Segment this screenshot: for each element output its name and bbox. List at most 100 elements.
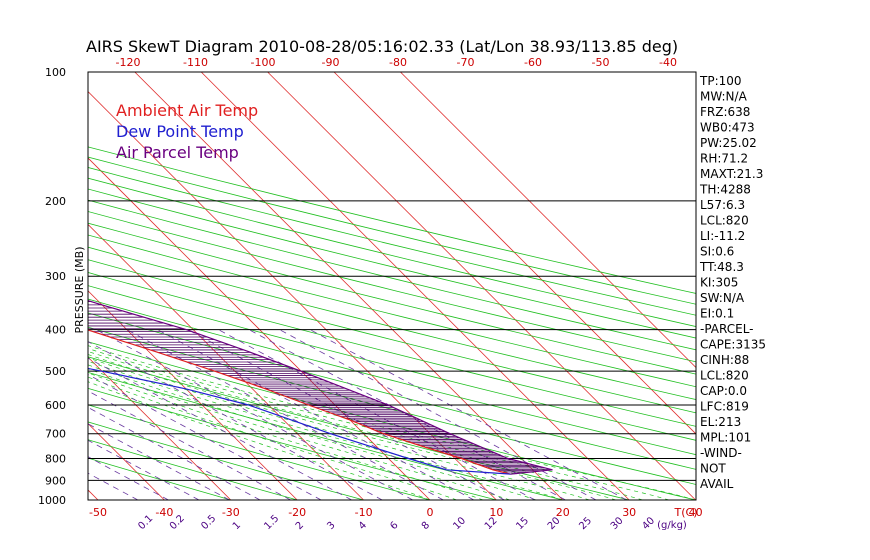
pressure-tick-label: 600	[45, 399, 66, 412]
index-value: WB0:473	[700, 121, 755, 135]
mixing-ratio-label: 6	[388, 520, 400, 532]
dry-adiabat-line	[88, 156, 696, 305]
index-value: PW:25.02	[700, 136, 757, 150]
bottom-temp-tick-label: -40	[155, 506, 173, 519]
index-value: LCL:820	[700, 214, 749, 228]
plot-frame	[87, 71, 697, 501]
dry-adiabat-line	[88, 326, 696, 485]
mixing-ratio-line	[88, 357, 352, 500]
mixing-ratio-label: 0.5	[199, 513, 218, 532]
mixing-ratio-label: 1.5	[262, 513, 281, 532]
index-value: LI:-11.2	[700, 229, 745, 243]
dry-adiabat-line	[88, 457, 231, 500]
dry-adiabat-line	[88, 234, 696, 388]
moist-adiabat-line	[88, 364, 537, 500]
isotherm-line	[88, 157, 431, 500]
index-value: FRZ:638	[700, 105, 750, 119]
top-temp-tick-label: -110	[183, 56, 208, 69]
mixing-ratio-label: 40	[640, 515, 657, 532]
dry-adiabat-line	[88, 387, 497, 500]
isotherm-line	[200, 72, 630, 500]
pressure-tick-label: 700	[45, 428, 66, 441]
bottom-temp-tick-label: 40	[689, 506, 703, 519]
bottom-temp-tick-label: -10	[355, 506, 373, 519]
dry-adiabat-line	[88, 341, 696, 500]
legend-entry: Ambient Air Temp	[116, 101, 258, 120]
top-temp-tick-label: -50	[592, 56, 610, 69]
legend-entry: Air Parcel Temp	[116, 143, 239, 162]
pressure-tick-label: 1000	[38, 494, 66, 507]
moist-adiabat-line	[88, 345, 696, 500]
index-value: TP:100	[699, 74, 742, 88]
mixing-ratio-label: 15	[514, 515, 531, 532]
mixing-ratio-label: 8	[420, 520, 432, 532]
dry-adiabat-line	[88, 312, 696, 470]
index-value: CAP:0.0	[700, 384, 747, 398]
pressure-tick-label: 200	[45, 195, 66, 208]
dry-adiabat-line	[88, 421, 364, 500]
isotherm-line	[267, 72, 696, 500]
mixing-ratio-label: 10	[451, 515, 468, 532]
dry-adiabat-line	[88, 298, 696, 456]
mixing-ratio-line	[88, 472, 139, 500]
mixing-ratio-line	[96, 329, 413, 500]
dry-adiabat-line	[88, 199, 696, 351]
pressure-tick-label: 800	[45, 453, 66, 466]
pressure-tick-label: 400	[45, 324, 66, 337]
dry-adiabat-line	[88, 439, 298, 500]
plot-area	[0, 71, 697, 501]
index-value: L57:6.3	[700, 198, 745, 212]
index-value: SW:N/A	[700, 291, 745, 305]
dry-adiabat-line	[88, 272, 696, 427]
index-value: MPL:101	[700, 431, 751, 445]
moist-adiabat-line	[88, 348, 670, 500]
index-value: -WIND-	[700, 446, 742, 460]
pressure-tick-label: 100	[45, 66, 66, 79]
isotherm-line	[0, 72, 32, 500]
dry-adiabat-line	[88, 146, 696, 294]
mixing-ratio-label: 4	[357, 520, 369, 532]
index-value: RH:71.2	[700, 152, 748, 166]
index-value: SI:0.6	[700, 245, 734, 259]
index-value: CINH:88	[700, 353, 749, 367]
mixing-ratio-line	[88, 456, 169, 500]
index-value: -PARCEL-	[700, 322, 754, 336]
dry-adiabat-line	[88, 211, 696, 363]
dry-adiabat-line	[88, 188, 696, 339]
dry-adiabat-line	[88, 167, 696, 316]
top-temp-tick-label: -120	[116, 56, 141, 69]
background-lines	[0, 72, 696, 500]
profile-ambient-air-temp	[88, 329, 511, 475]
mixing-ratio-label: 1	[231, 520, 243, 532]
isotherm-line	[134, 72, 564, 500]
index-value: AVAIL	[700, 477, 734, 491]
legend-entry: Dew Point Temp	[116, 122, 244, 141]
bottom-temp-tick-label: -50	[89, 506, 107, 519]
moist-adiabat-line	[88, 372, 484, 500]
pressure-tick-label: 300	[45, 270, 66, 283]
dry-adiabat-line	[88, 356, 630, 500]
mixing-ratio-line	[88, 423, 230, 500]
chart-title: AIRS SkewT Diagram 2010-08-28/05:16:02.3…	[86, 37, 678, 56]
profile-air-parcel-temp	[88, 300, 553, 475]
dry-adiabat-line	[88, 246, 696, 401]
index-value: MW:N/A	[700, 90, 748, 104]
isotherm-line	[88, 423, 165, 500]
top-temp-tick-label: -70	[457, 56, 475, 69]
isotherm-line	[88, 356, 232, 500]
mixing-ratio-label: 2	[294, 520, 306, 532]
mixing-ratio-label: 3	[325, 520, 337, 532]
mixing-ratio-label: 0.1	[136, 513, 155, 532]
index-value: MAXT:21.3	[700, 167, 763, 181]
index-value: EL:213	[700, 415, 741, 429]
mixing-ratio-unit: (g/kg)	[657, 520, 687, 531]
bottom-temp-tick-label: 10	[489, 506, 503, 519]
index-value: LCL:820	[700, 369, 749, 383]
mixing-ratio-line	[126, 329, 444, 500]
pressure-tick-label: 500	[45, 365, 66, 378]
isotherm-line	[88, 223, 364, 500]
pressure-tick-label: 900	[45, 474, 66, 487]
bottom-temp-tick-label: 30	[622, 506, 636, 519]
isotherm-line	[333, 72, 696, 435]
